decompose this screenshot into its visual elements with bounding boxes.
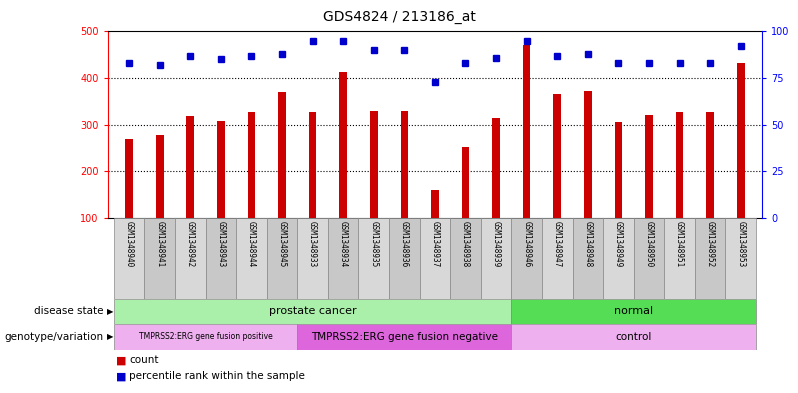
Text: ■: ■ bbox=[116, 371, 126, 381]
Bar bbox=[725, 218, 756, 299]
Bar bbox=[737, 63, 745, 218]
Bar bbox=[114, 299, 512, 324]
Bar bbox=[420, 218, 450, 299]
Text: GSM1348942: GSM1348942 bbox=[186, 220, 195, 267]
Bar bbox=[614, 123, 622, 218]
Text: GSM1348936: GSM1348936 bbox=[400, 220, 409, 267]
Text: GSM1348950: GSM1348950 bbox=[645, 220, 654, 267]
Bar bbox=[267, 218, 298, 299]
Text: GSM1348948: GSM1348948 bbox=[583, 220, 592, 267]
Text: disease state: disease state bbox=[34, 307, 104, 316]
Bar bbox=[339, 72, 347, 218]
Bar bbox=[553, 94, 561, 218]
Bar bbox=[114, 218, 144, 299]
Bar bbox=[156, 135, 164, 218]
Text: ▶: ▶ bbox=[107, 332, 113, 342]
Bar bbox=[298, 218, 328, 299]
Bar bbox=[187, 116, 194, 218]
Bar bbox=[450, 218, 480, 299]
Bar bbox=[401, 111, 408, 218]
Bar bbox=[279, 92, 286, 218]
Bar bbox=[645, 116, 653, 218]
Bar bbox=[462, 147, 469, 218]
Text: control: control bbox=[615, 332, 652, 342]
Bar bbox=[512, 324, 756, 350]
Text: GSM1348937: GSM1348937 bbox=[430, 220, 440, 267]
Text: ▶: ▶ bbox=[107, 307, 113, 316]
Bar bbox=[217, 121, 225, 218]
Text: GSM1348944: GSM1348944 bbox=[247, 220, 256, 267]
Text: GSM1348945: GSM1348945 bbox=[278, 220, 286, 267]
Text: GSM1348952: GSM1348952 bbox=[705, 220, 714, 267]
Bar bbox=[236, 218, 267, 299]
Text: GSM1348938: GSM1348938 bbox=[461, 220, 470, 267]
Bar bbox=[298, 324, 512, 350]
Bar bbox=[584, 91, 591, 218]
Bar bbox=[431, 190, 439, 218]
Bar bbox=[695, 218, 725, 299]
Text: GSM1348939: GSM1348939 bbox=[492, 220, 500, 267]
Text: GSM1348934: GSM1348934 bbox=[338, 220, 348, 267]
Bar bbox=[370, 111, 377, 218]
Bar bbox=[480, 218, 512, 299]
Text: GSM1348947: GSM1348947 bbox=[553, 220, 562, 267]
Text: percentile rank within the sample: percentile rank within the sample bbox=[129, 371, 305, 381]
Bar bbox=[634, 218, 664, 299]
Bar bbox=[603, 218, 634, 299]
Bar bbox=[523, 46, 531, 218]
Bar bbox=[664, 218, 695, 299]
Bar bbox=[676, 112, 683, 218]
Bar bbox=[389, 218, 420, 299]
Bar bbox=[247, 112, 255, 218]
Bar bbox=[492, 118, 500, 218]
Text: TMPRSS2:ERG gene fusion negative: TMPRSS2:ERG gene fusion negative bbox=[311, 332, 498, 342]
Bar bbox=[309, 112, 317, 218]
Text: GSM1348940: GSM1348940 bbox=[124, 220, 133, 267]
Text: count: count bbox=[129, 355, 159, 365]
Bar bbox=[512, 218, 542, 299]
Text: GDS4824 / 213186_at: GDS4824 / 213186_at bbox=[322, 10, 476, 24]
Bar bbox=[542, 218, 572, 299]
Text: TMPRSS2:ERG gene fusion positive: TMPRSS2:ERG gene fusion positive bbox=[139, 332, 272, 342]
Text: GSM1348946: GSM1348946 bbox=[522, 220, 531, 267]
Bar bbox=[328, 218, 358, 299]
Bar bbox=[144, 218, 175, 299]
Bar bbox=[125, 139, 133, 218]
Text: normal: normal bbox=[614, 307, 654, 316]
Text: GSM1348951: GSM1348951 bbox=[675, 220, 684, 267]
Bar bbox=[358, 218, 389, 299]
Bar bbox=[512, 299, 756, 324]
Text: GSM1348941: GSM1348941 bbox=[156, 220, 164, 267]
Text: GSM1348943: GSM1348943 bbox=[216, 220, 225, 267]
Text: GSM1348953: GSM1348953 bbox=[737, 220, 745, 267]
Text: GSM1348949: GSM1348949 bbox=[614, 220, 623, 267]
Text: GSM1348935: GSM1348935 bbox=[369, 220, 378, 267]
Bar bbox=[706, 112, 714, 218]
Text: GSM1348933: GSM1348933 bbox=[308, 220, 317, 267]
Text: genotype/variation: genotype/variation bbox=[5, 332, 104, 342]
Text: ■: ■ bbox=[116, 355, 126, 365]
Bar bbox=[572, 218, 603, 299]
Bar bbox=[206, 218, 236, 299]
Text: prostate cancer: prostate cancer bbox=[269, 307, 357, 316]
Bar bbox=[114, 324, 298, 350]
Bar bbox=[175, 218, 206, 299]
